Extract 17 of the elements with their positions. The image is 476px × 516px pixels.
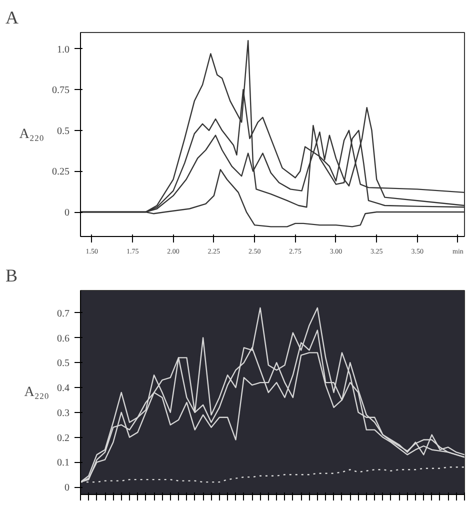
y-tick-label: 0.25	[52, 166, 70, 178]
y-tick-label: 0	[64, 482, 70, 494]
y-tick-label: 0.75	[52, 85, 70, 96]
y-tick-label: 0.7	[57, 308, 70, 320]
y-tick-label: 0.5	[57, 358, 70, 370]
y-tick-label: 0.4	[57, 383, 70, 394]
y-tick-label: 0.5	[57, 126, 70, 137]
y-tick-label: 0.3	[57, 408, 70, 419]
y-tick-label: 1.0	[57, 44, 70, 56]
y-tick-label: 0.2	[57, 432, 70, 444]
y-axis-title: A₂₂₀	[19, 127, 44, 142]
y-tick-label: 0.1	[57, 458, 70, 469]
y-tick-label: 0.6	[57, 333, 70, 344]
chart-title: A	[6, 8, 18, 28]
y-axis-title: A₂₂₀	[24, 385, 50, 400]
y-tick-label: 0	[64, 208, 70, 219]
chart-title: B	[6, 266, 18, 286]
